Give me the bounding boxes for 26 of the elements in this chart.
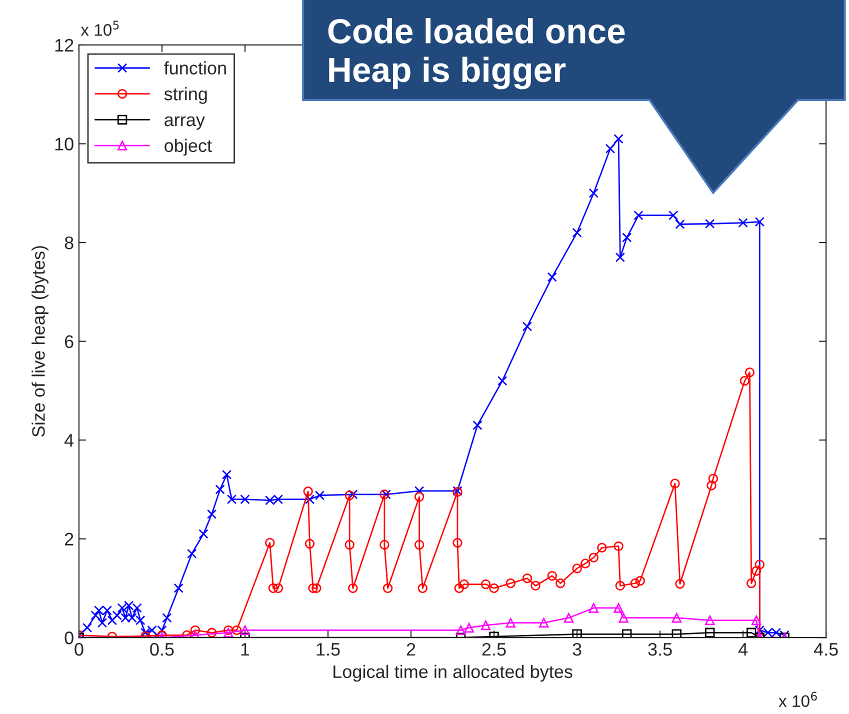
legend-label: string — [164, 87, 207, 104]
x-tick-label: 4 — [738, 643, 748, 656]
y-tick-label: 8 — [64, 236, 74, 250]
y-tick-label: 4 — [64, 434, 74, 447]
x-axis-title: Logical time in allocated bytes — [334, 664, 572, 682]
y-tick-label: 2 — [64, 532, 74, 546]
x-tick-label: 3 — [572, 642, 582, 656]
y-tick-label: 0 — [64, 632, 74, 644]
legend-label: object — [164, 138, 212, 156]
y-axis-title: Size of live heap (bytes) — [32, 246, 48, 437]
x-tick-label: 1.5 — [316, 643, 340, 656]
x-tick-label: 3.5 — [648, 642, 672, 656]
text: x 10$^{5}$ — [80, 20, 119, 36]
legend-label: array — [164, 116, 205, 130]
legend-label: function — [164, 61, 226, 74]
x-tick-label: 4.5 — [814, 643, 838, 656]
y-tick-label: 10 — [55, 138, 74, 150]
y-tick-label: 6 — [64, 335, 74, 348]
x-tick-label: 1 — [241, 643, 250, 656]
annotation: Code loaded once Heap is bigger — [328, 18, 625, 90]
x-tick-label: 2 — [406, 642, 416, 656]
y-tick-label: 12 — [55, 38, 74, 52]
text: x 10$^{6}$ — [778, 692, 817, 708]
x-tick-label: 2.5 — [482, 642, 506, 656]
x-tick-label: 0 — [74, 642, 84, 656]
x-tick-label: 0.5 — [150, 642, 174, 656]
